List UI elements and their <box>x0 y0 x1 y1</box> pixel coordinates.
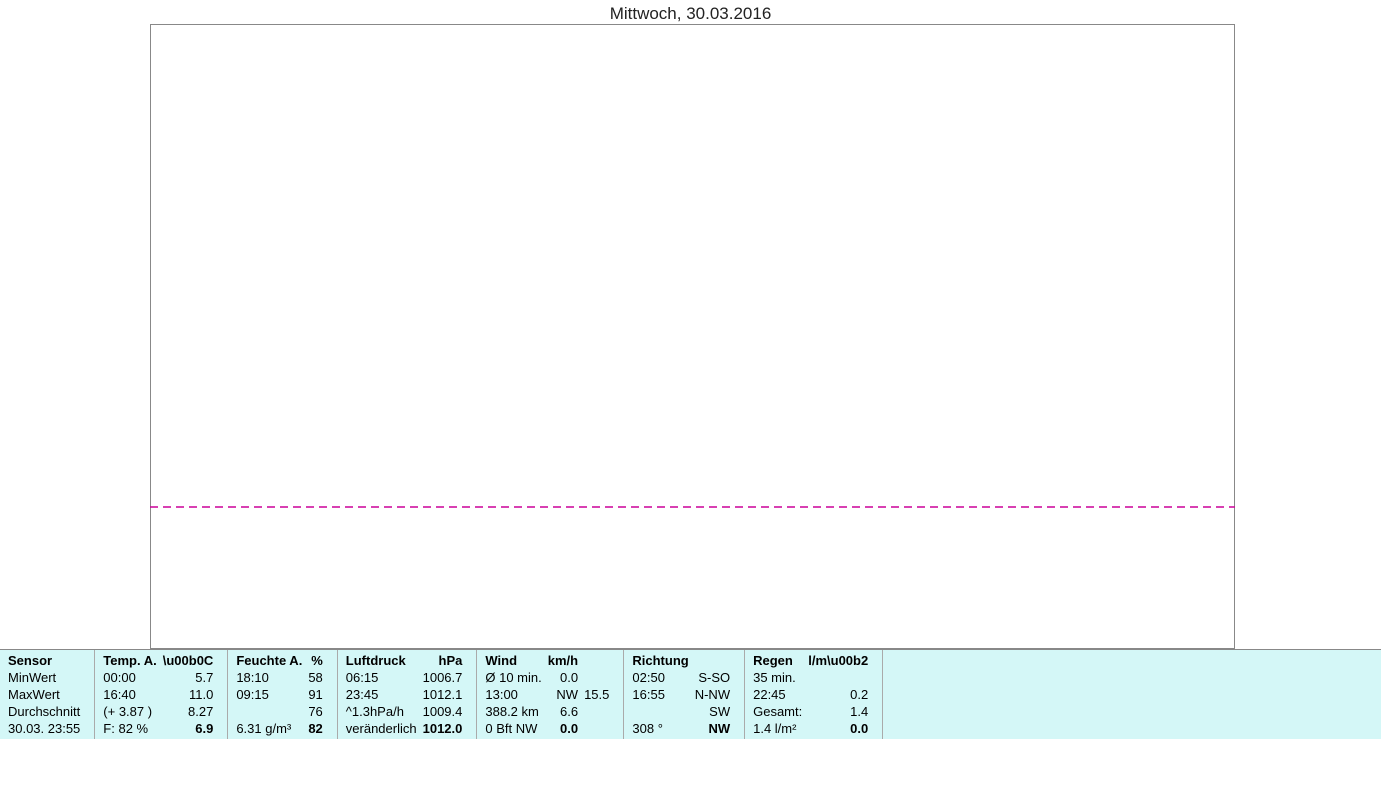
sensor-column: Sensor MinWert MaxWert Durchschnitt 30.0… <box>0 650 95 739</box>
row-date-label: 30.03. 23:55 <box>8 720 86 737</box>
temp-column: Temp. A. \u00b0C 00:00 5.7 16:40 11.0 (+ 3.… <box>95 650 228 739</box>
row-minwert-label: MinWert <box>8 669 86 686</box>
astro-column-1 <box>883 650 899 739</box>
row-maxwert-label: MaxWert <box>8 686 86 703</box>
wind-column: Wind km/h Ø 10 min. 0.0 13:00 NW 15.5 388.2 … <box>477 650 624 739</box>
richtung-column: Richtung 02:50 S-SO 16:55 N-NW SW 308 ° NW <box>624 650 745 739</box>
regen-column: Regen l/m\u00b2 35 min. 22:45 0.2 Gesamt: 1… <box>745 650 883 739</box>
col-sensor-label: Sensor <box>8 652 86 669</box>
chart-plot-area <box>0 24 1381 649</box>
feuchte-column: Feuchte A.% 18:10 58 09:15 91 76 6.31 g/m³… <box>228 650 337 739</box>
summary-table: Sensor MinWert MaxWert Durchschnitt 30.0… <box>0 649 1381 739</box>
main-chart-svg <box>150 24 1235 649</box>
luftdruck-column: Luftdruck hPa 06:15 1006.7 23:45 1012.1 ^1.… <box>338 650 478 739</box>
astro-column-2 <box>899 650 915 739</box>
row-durchschnitt-label: Durchschnitt <box>8 703 86 720</box>
page-title: Mittwoch, 30.03.2016 <box>0 0 1381 26</box>
